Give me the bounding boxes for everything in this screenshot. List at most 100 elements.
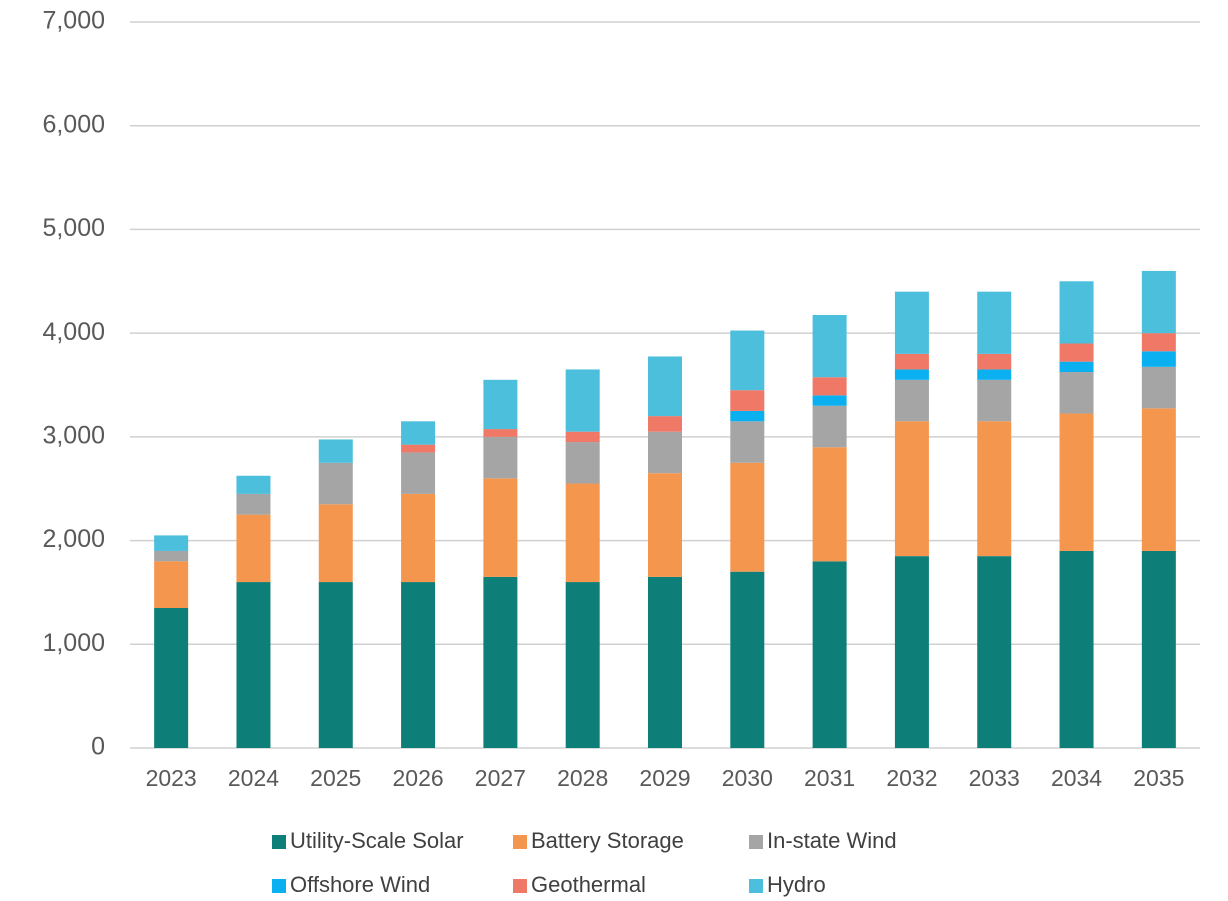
legend-swatch <box>272 879 286 893</box>
x-tick-label: 2035 <box>1133 765 1184 791</box>
bar-segment <box>730 462 765 572</box>
bar-segment <box>730 421 765 463</box>
bar-segment <box>401 493 436 583</box>
bar-segment <box>236 514 271 583</box>
bar-segment <box>236 493 271 515</box>
bar-segment <box>318 439 353 463</box>
bar-segment <box>401 421 436 445</box>
legend-label: In-state Wind <box>767 828 897 853</box>
x-tick-label: 2031 <box>804 765 855 791</box>
y-tick-label: 4,000 <box>42 318 105 346</box>
bar-segment <box>483 429 518 437</box>
x-tick-label: 2023 <box>146 765 197 791</box>
legend-swatch <box>749 835 763 849</box>
x-tick-label: 2027 <box>475 765 526 791</box>
bar-segment <box>154 535 189 551</box>
bar-segment <box>894 353 929 370</box>
bar-segment <box>565 369 600 432</box>
x-tick-label: 2024 <box>228 765 279 791</box>
y-tick-label: 5,000 <box>42 214 105 242</box>
bar-segment <box>318 582 353 748</box>
x-tick-label: 2034 <box>1051 765 1102 791</box>
bar-segment <box>894 556 929 748</box>
bar-segment <box>977 353 1012 370</box>
bar-segment <box>894 421 929 557</box>
bar-segment <box>483 576 518 748</box>
legend-swatch <box>513 835 527 849</box>
bar-segment <box>236 475 271 494</box>
legend-swatch <box>513 879 527 893</box>
bar-segment <box>977 369 1012 380</box>
bar-segment <box>1141 333 1176 352</box>
bar-segment <box>812 314 847 378</box>
bar-segment <box>483 436 518 479</box>
bar-segment <box>894 291 929 354</box>
bar-segment <box>236 582 271 748</box>
legend-label: Offshore Wind <box>290 872 430 897</box>
legend-label: Battery Storage <box>531 828 684 853</box>
legend-swatch <box>749 879 763 893</box>
y-tick-label: 6,000 <box>42 110 105 138</box>
bar-segment <box>154 607 189 748</box>
bar-segment <box>1059 413 1094 551</box>
bar-segment <box>977 421 1012 557</box>
x-tick-label: 2032 <box>886 765 937 791</box>
bar-segment <box>894 369 929 380</box>
bar-segment <box>1059 372 1094 414</box>
bar-segment <box>318 462 353 505</box>
bar-segment <box>1141 270 1176 334</box>
bar-segment <box>1141 351 1176 367</box>
x-tick-label: 2029 <box>639 765 690 791</box>
bar-segment <box>977 291 1012 354</box>
legend-label: Utility-Scale Solar <box>290 828 464 853</box>
bar-segment <box>565 582 600 748</box>
bar-segment <box>812 447 847 562</box>
bar-segment <box>565 483 600 583</box>
bar-segment <box>1141 550 1176 748</box>
bar-segment <box>812 395 847 406</box>
bar-segment <box>812 377 847 396</box>
bar-segment <box>977 379 1012 422</box>
bar-segment <box>648 431 682 474</box>
y-tick-label: 2,000 <box>42 525 105 553</box>
bar-segment <box>648 356 682 417</box>
bar-segment <box>1059 281 1094 344</box>
x-tick-label: 2026 <box>392 765 443 791</box>
bar-segment <box>648 473 682 577</box>
y-tick-label: 7,000 <box>42 7 105 35</box>
bar-segment <box>1141 408 1176 551</box>
bar-segment <box>565 442 600 484</box>
bar-segment <box>401 444 436 453</box>
bar-segment <box>812 561 847 748</box>
bar-segment <box>977 556 1012 748</box>
bar-segment <box>812 405 847 448</box>
bar-segment <box>318 504 353 583</box>
bar-segment <box>730 571 765 748</box>
legend-swatch <box>272 835 286 849</box>
x-tick-label: 2025 <box>310 765 361 791</box>
legend-label: Hydro <box>767 872 826 897</box>
x-tick-label: 2033 <box>969 765 1020 791</box>
y-tick-label: 3,000 <box>42 421 105 449</box>
y-tick-label: 1,000 <box>42 629 105 657</box>
bar-segment <box>1059 550 1094 748</box>
bar-segment <box>730 390 765 411</box>
legend-label: Geothermal <box>531 872 646 897</box>
bar-segment <box>730 330 765 391</box>
bar-segment <box>401 452 436 494</box>
x-tick-label: 2030 <box>722 765 773 791</box>
bar-segment <box>483 379 518 430</box>
bar-segment <box>154 550 189 562</box>
bar-segment <box>894 379 929 422</box>
bar-segment <box>401 582 436 748</box>
bar-segment <box>648 576 682 748</box>
bar-segment <box>1059 361 1094 373</box>
bar-segment <box>1141 366 1176 409</box>
x-tick-label: 2028 <box>557 765 608 791</box>
bar-segment <box>730 410 765 422</box>
bar-segment <box>154 561 189 608</box>
bar-segment <box>483 478 518 577</box>
bar-segment <box>565 431 600 443</box>
bar-segment <box>648 416 682 432</box>
